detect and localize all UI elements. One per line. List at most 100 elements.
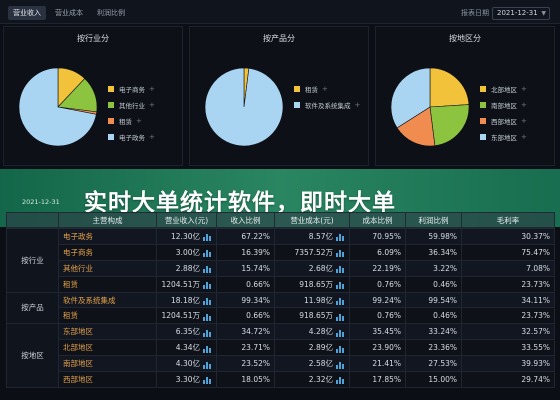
- table-row[interactable]: 租赁 1204.51万 0.66% 918.65万 0.76% 0.46% 23.73%: [7, 275, 555, 293]
- bar-chart-icon: [203, 280, 212, 290]
- table-cell: 0.76%: [349, 307, 406, 325]
- table-cell: 35.45%: [349, 323, 406, 341]
- legend-item[interactable]: 软件及系统集成 +: [294, 97, 360, 113]
- table-cell: 7.08%: [461, 259, 555, 277]
- legend-label: 南部地区: [491, 102, 517, 110]
- expand-plus-icon[interactable]: +: [149, 133, 155, 141]
- legend-item[interactable]: 电子政务 +: [108, 129, 155, 145]
- cell-value: 8.57亿: [308, 231, 333, 241]
- expand-plus-icon[interactable]: +: [136, 117, 142, 125]
- column-header[interactable]: 毛利率: [461, 212, 555, 229]
- expand-plus-icon[interactable]: +: [521, 101, 527, 109]
- chart-legend: 电子商务 + 其他行业 + 租赁 + 电子政务 +: [108, 81, 155, 145]
- table-cell: 3.00亿: [156, 243, 217, 261]
- expand-plus-icon[interactable]: +: [322, 85, 328, 93]
- report-date-select[interactable]: 2021-12-31 ▼: [492, 7, 550, 20]
- cell-value: 3.00亿: [175, 247, 200, 257]
- table-row[interactable]: 按地区 东部地区 6.35亿 34.72% 4.28亿 35.45% 33.24% 32.57…: [6, 323, 555, 388]
- legend-item[interactable]: 东部地区 +: [480, 129, 527, 145]
- legend-item[interactable]: 租赁 +: [294, 81, 360, 97]
- cell-value: 15.74%: [241, 263, 270, 273]
- legend-item[interactable]: 租赁 +: [108, 113, 155, 129]
- table-cell: 1204.51万: [156, 275, 217, 293]
- bar-chart-icon: [203, 375, 212, 385]
- expand-plus-icon[interactable]: +: [149, 101, 155, 109]
- table-row[interactable]: 电子商务 3.00亿 16.39% 7357.52万 6.09% 36.34% 75.47%: [7, 243, 555, 261]
- cell-value: 2.89亿: [308, 343, 333, 353]
- tab-profit-ratio[interactable]: 利润比例: [97, 9, 125, 17]
- bar-chart-icon: [336, 248, 345, 258]
- legend-item[interactable]: 西部地区 +: [480, 113, 527, 129]
- bar-chart-icon: [203, 344, 212, 353]
- table-cell: 34.11%: [461, 291, 555, 309]
- expand-plus-icon[interactable]: +: [521, 117, 527, 125]
- cell-value: 7.08%: [526, 263, 550, 273]
- row-name: 北部地区: [58, 339, 157, 357]
- table-cell: 2.58亿: [274, 355, 350, 373]
- expand-plus-icon[interactable]: +: [521, 133, 527, 141]
- table-cell: 75.47%: [461, 243, 555, 261]
- cell-value: 0.66%: [246, 311, 270, 321]
- legend-item[interactable]: 其他行业 +: [108, 97, 155, 113]
- legend-swatch: [480, 86, 486, 92]
- bar-chart-icon: [336, 360, 345, 369]
- row-name: 其他行业: [58, 259, 157, 277]
- cell-value: 4.34亿: [175, 343, 200, 353]
- table-row[interactable]: 按产品 软件及系统集成 18.18亿 99.34% 11.98亿 99.24% 99.54%…: [6, 291, 555, 325]
- cell-value: 35.45%: [372, 327, 401, 337]
- column-header[interactable]: 成本比例: [349, 212, 406, 229]
- expand-plus-icon[interactable]: +: [521, 85, 527, 93]
- table-cell: 23.52%: [216, 355, 275, 373]
- table-row[interactable]: 租赁 1204.51万 0.66% 918.65万 0.76% 0.46% 23.73%: [7, 307, 555, 325]
- row-name: 东部地区: [58, 323, 157, 341]
- table-cell: 21.41%: [349, 355, 406, 373]
- legend-item[interactable]: 南部地区 +: [480, 97, 527, 113]
- pie-slice[interactable]: [429, 104, 470, 147]
- table-cell: 4.28亿: [274, 323, 350, 341]
- legend-label: 北部地区: [491, 86, 517, 94]
- table-row[interactable]: 北部地区 4.34亿 23.71% 2.89亿 23.90% 23.36% 33.55%: [7, 339, 555, 357]
- cell-value: 918.65万: [299, 279, 333, 289]
- cell-value: 34.72%: [241, 327, 270, 337]
- expand-plus-icon[interactable]: +: [149, 85, 155, 93]
- cell-value: 7357.52万: [294, 247, 333, 257]
- column-header[interactable]: 主营构成: [58, 212, 157, 229]
- table-cell: 4.30亿: [156, 355, 217, 373]
- pie-slice[interactable]: [204, 67, 284, 147]
- cell-value: 21.41%: [372, 359, 401, 369]
- cell-value: 918.65万: [299, 311, 333, 321]
- tab-cost[interactable]: 营业成本: [55, 9, 83, 17]
- cell-value: 4.28亿: [308, 327, 333, 337]
- group-label: 按产品: [6, 291, 59, 325]
- panel-title: 按地区分: [449, 34, 481, 43]
- legend-item[interactable]: 电子商务 +: [108, 81, 155, 97]
- tab-revenue[interactable]: 营业收入: [8, 6, 46, 20]
- legend-label: 租赁: [119, 118, 132, 126]
- pie-slice[interactable]: [396, 106, 436, 147]
- table-row[interactable]: 按行业 电子政务 12.30亿 67.22% 8.57亿 70.95% 59.98% 30.3…: [6, 228, 555, 293]
- pie-slice[interactable]: [390, 67, 431, 129]
- bar-chart-icon: [336, 375, 345, 385]
- table-cell: 0.46%: [405, 275, 462, 293]
- table-cell: 23.36%: [405, 339, 462, 357]
- pie-slice[interactable]: [18, 67, 97, 147]
- cell-value: 75.47%: [521, 247, 550, 257]
- revenue-table: 主营构成 营业收入(元) 收入比例 营业成本(元) 成本比例 利润比例 毛利率 按行业 电子政…: [6, 212, 555, 398]
- table-cell: 99.34%: [216, 291, 275, 309]
- cell-value: 22.19%: [372, 263, 401, 273]
- pie-slice[interactable]: [429, 67, 470, 108]
- report-date-value: 2021-12-31: [497, 9, 538, 17]
- cell-value: 0.46%: [433, 279, 457, 289]
- table-row[interactable]: 其他行业 2.88亿 15.74% 2.68亿 22.19% 3.22% 7.08%: [7, 259, 555, 277]
- table-cell: 15.00%: [405, 371, 462, 388]
- table-row[interactable]: 西部地区 3.30亿 18.05% 2.32亿 17.85% 15.00% 29.74%: [7, 371, 555, 388]
- table-row[interactable]: 南部地区 4.30亿 23.52% 2.58亿 21.41% 27.53% 39.93%: [7, 355, 555, 373]
- bar-chart-icon: [336, 296, 345, 305]
- legend-item[interactable]: 北部地区 +: [480, 81, 527, 97]
- cell-value: 2.58亿: [308, 359, 333, 369]
- column-header[interactable]: 利润比例: [405, 212, 462, 229]
- column-header[interactable]: 营业成本(元): [274, 212, 350, 229]
- expand-plus-icon[interactable]: +: [354, 101, 361, 109]
- column-header[interactable]: 营业收入(元): [156, 212, 217, 229]
- column-header[interactable]: 收入比例: [216, 212, 275, 229]
